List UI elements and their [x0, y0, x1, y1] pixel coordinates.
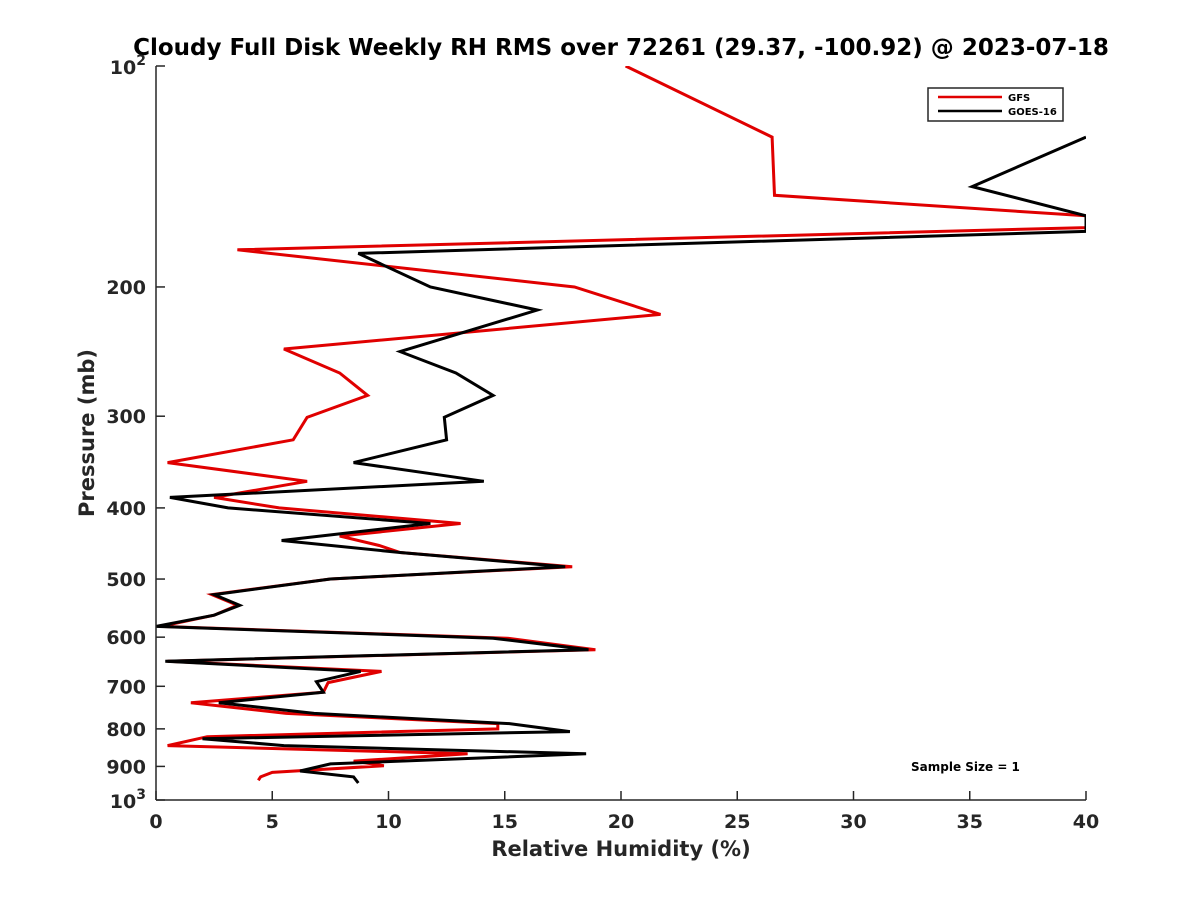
x-tick-label: 25 [724, 811, 750, 833]
y-tick-label: 700 [106, 676, 146, 698]
sample-size-annotation: Sample Size = 1 [911, 760, 1020, 774]
y-tick-label: 200 [106, 277, 146, 299]
x-tick-label: 35 [957, 811, 983, 833]
y-tick-label: 300 [106, 406, 146, 428]
legend-label-goes16: GOES-16 [1008, 107, 1057, 118]
series-line-goes16 [156, 135, 1086, 784]
ticks-layer: 0 5 10 15 20 25 30 35 40 102 200 300 400 500 600 700 800… [106, 53, 1099, 833]
x-tick-label: 10 [375, 811, 401, 833]
x-tick-label: 40 [1073, 811, 1099, 833]
x-tick-label: 15 [492, 811, 518, 833]
chart-title: Cloudy Full Disk Weekly RH RMS over 7226… [133, 35, 1109, 61]
y-tick-label: 400 [106, 498, 146, 520]
x-axis-label: Relative Humidity (%) [491, 837, 750, 861]
y-tick-label: 102 [110, 53, 146, 79]
y-tick-label: 500 [106, 569, 146, 591]
x-tick-label: 0 [149, 811, 162, 833]
y-tick-label: 600 [106, 627, 146, 649]
x-tick-label: 5 [266, 811, 279, 833]
series-layer [156, 66, 1086, 784]
plot-area: 0 5 10 15 20 25 30 35 40 102 200 300 400 500 600 700 800… [106, 53, 1099, 833]
x-tick-label: 30 [840, 811, 866, 833]
y-tick-label: 800 [106, 719, 146, 741]
legend: GFS GOES-16 [927, 87, 1064, 122]
legend-box [927, 87, 1064, 122]
y-axis-label: Pressure (mb) [75, 349, 99, 517]
legend-label-gfs: GFS [1008, 93, 1030, 104]
y-tick-label: 900 [106, 756, 146, 778]
y-tick-label: 103 [110, 787, 146, 813]
x-tick-label: 20 [608, 811, 634, 833]
